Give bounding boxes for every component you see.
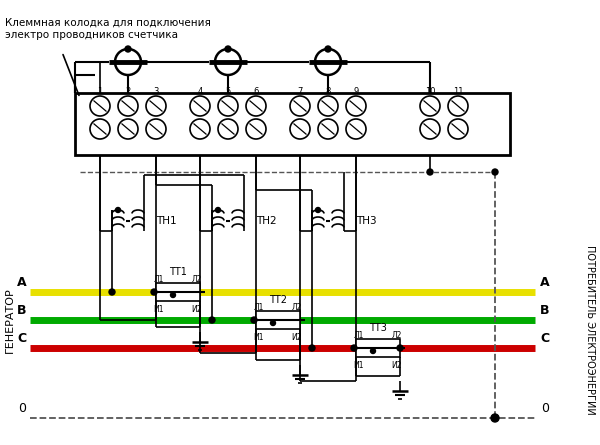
Text: И2: И2 bbox=[292, 332, 302, 341]
Text: Л2: Л2 bbox=[292, 303, 302, 312]
Circle shape bbox=[318, 119, 338, 139]
Circle shape bbox=[90, 119, 110, 139]
Circle shape bbox=[215, 49, 241, 75]
Circle shape bbox=[146, 96, 166, 116]
Text: ТТ3: ТТ3 bbox=[369, 323, 387, 333]
Text: B: B bbox=[17, 303, 27, 316]
Circle shape bbox=[371, 348, 376, 353]
Circle shape bbox=[492, 169, 498, 175]
Text: ТН1: ТН1 bbox=[156, 215, 176, 226]
Text: 10: 10 bbox=[425, 88, 435, 97]
Circle shape bbox=[315, 49, 341, 75]
Text: 3: 3 bbox=[154, 88, 158, 97]
Circle shape bbox=[491, 414, 499, 422]
Circle shape bbox=[115, 207, 121, 213]
Text: A: A bbox=[17, 275, 27, 288]
Text: C: C bbox=[541, 332, 550, 344]
Circle shape bbox=[397, 345, 403, 351]
Text: И1: И1 bbox=[154, 304, 164, 313]
Text: Л1: Л1 bbox=[154, 275, 164, 284]
Circle shape bbox=[318, 96, 338, 116]
Bar bbox=[356, 339, 400, 357]
Text: 11: 11 bbox=[453, 88, 463, 97]
Circle shape bbox=[420, 119, 440, 139]
Text: ТТ2: ТТ2 bbox=[269, 295, 287, 305]
Text: ГЕНЕРАТОР: ГЕНЕРАТОР bbox=[5, 287, 15, 353]
Circle shape bbox=[309, 345, 315, 351]
Circle shape bbox=[448, 119, 468, 139]
Circle shape bbox=[427, 169, 433, 175]
Circle shape bbox=[90, 96, 110, 116]
Circle shape bbox=[170, 292, 176, 298]
Text: 2: 2 bbox=[125, 88, 131, 97]
Circle shape bbox=[118, 119, 138, 139]
Circle shape bbox=[115, 49, 141, 75]
Circle shape bbox=[325, 46, 331, 52]
Text: Л2: Л2 bbox=[392, 332, 402, 340]
Circle shape bbox=[246, 119, 266, 139]
Circle shape bbox=[109, 289, 115, 295]
Text: 4: 4 bbox=[197, 88, 203, 97]
Circle shape bbox=[251, 317, 257, 323]
Text: 7: 7 bbox=[298, 88, 302, 97]
Circle shape bbox=[316, 207, 320, 213]
Text: 5: 5 bbox=[226, 88, 230, 97]
Circle shape bbox=[218, 119, 238, 139]
Text: ТТ1: ТТ1 bbox=[169, 267, 187, 277]
Text: 1: 1 bbox=[97, 88, 103, 97]
Text: ТН3: ТН3 bbox=[356, 215, 377, 226]
Circle shape bbox=[125, 46, 131, 52]
Text: ТН2: ТН2 bbox=[256, 215, 277, 226]
Circle shape bbox=[118, 96, 138, 116]
Circle shape bbox=[346, 119, 366, 139]
Text: 9: 9 bbox=[353, 88, 359, 97]
Text: И1: И1 bbox=[354, 360, 364, 369]
Circle shape bbox=[448, 96, 468, 116]
Text: 0: 0 bbox=[541, 401, 549, 414]
Bar bbox=[156, 283, 200, 301]
Circle shape bbox=[146, 119, 166, 139]
Circle shape bbox=[215, 207, 221, 213]
Text: И1: И1 bbox=[254, 332, 264, 341]
Circle shape bbox=[351, 345, 357, 351]
Circle shape bbox=[420, 96, 440, 116]
Text: Клеммная колодка для подключения
электро проводников счетчика: Клеммная колодка для подключения электро… bbox=[5, 18, 211, 40]
Circle shape bbox=[190, 119, 210, 139]
Text: Л1: Л1 bbox=[354, 332, 364, 340]
Text: Л2: Л2 bbox=[192, 275, 202, 284]
Bar bbox=[75, 93, 510, 155]
Circle shape bbox=[151, 289, 157, 295]
Text: И2: И2 bbox=[392, 360, 402, 369]
Circle shape bbox=[209, 317, 215, 323]
Text: A: A bbox=[540, 275, 550, 288]
Circle shape bbox=[246, 96, 266, 116]
Circle shape bbox=[271, 320, 275, 325]
Circle shape bbox=[346, 96, 366, 116]
Bar bbox=[256, 311, 300, 329]
Text: 6: 6 bbox=[253, 88, 259, 97]
Circle shape bbox=[218, 96, 238, 116]
Text: Л1: Л1 bbox=[254, 303, 264, 312]
Text: B: B bbox=[540, 303, 550, 316]
Text: ПОТРЕБИТЕЛЬ ЭЛЕКТРОЭНЕРГИИ: ПОТРЕБИТЕЛЬ ЭЛЕКТРОЭНЕРГИИ bbox=[585, 245, 595, 415]
Text: 0: 0 bbox=[18, 401, 26, 414]
Circle shape bbox=[290, 96, 310, 116]
Circle shape bbox=[290, 119, 310, 139]
Circle shape bbox=[190, 96, 210, 116]
Circle shape bbox=[225, 46, 231, 52]
Text: И2: И2 bbox=[192, 304, 202, 313]
Text: 8: 8 bbox=[325, 88, 331, 97]
Text: C: C bbox=[17, 332, 26, 344]
